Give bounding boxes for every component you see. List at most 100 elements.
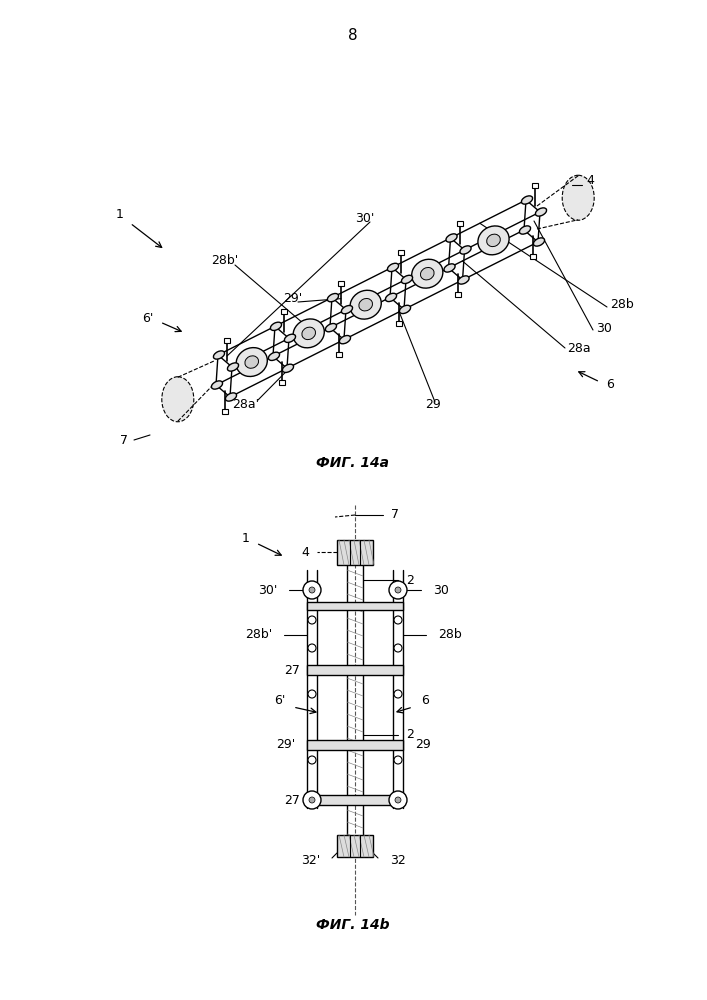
Circle shape <box>395 797 401 803</box>
Text: ФИГ. 14b: ФИГ. 14b <box>316 918 390 932</box>
Ellipse shape <box>270 322 281 330</box>
Ellipse shape <box>211 381 223 389</box>
Ellipse shape <box>486 234 501 247</box>
Bar <box>279 380 285 385</box>
Ellipse shape <box>533 238 544 246</box>
Text: 32: 32 <box>390 854 406 866</box>
Ellipse shape <box>269 352 279 360</box>
Circle shape <box>308 756 316 764</box>
Text: 30': 30' <box>356 212 375 225</box>
Ellipse shape <box>385 293 397 302</box>
Circle shape <box>394 756 402 764</box>
Text: ФИГ. 14a: ФИГ. 14a <box>317 456 390 470</box>
Bar <box>307 795 403 805</box>
Text: 4: 4 <box>586 174 594 186</box>
Ellipse shape <box>341 306 353 314</box>
Text: 4: 4 <box>301 546 309 558</box>
Text: 32': 32' <box>300 854 320 866</box>
Text: 2: 2 <box>406 728 414 742</box>
Text: 29': 29' <box>276 738 295 752</box>
Circle shape <box>395 587 401 593</box>
Ellipse shape <box>535 208 547 216</box>
Text: 6': 6' <box>274 694 286 706</box>
Ellipse shape <box>446 234 457 242</box>
Bar <box>336 352 342 357</box>
Ellipse shape <box>282 364 293 372</box>
Text: 1: 1 <box>242 532 250 544</box>
Text: 30: 30 <box>433 584 449 596</box>
Bar <box>532 183 538 188</box>
Circle shape <box>394 690 402 698</box>
Text: 2: 2 <box>406 574 414 586</box>
Text: 28a': 28a' <box>233 398 259 412</box>
Bar <box>307 665 403 675</box>
Circle shape <box>389 581 407 599</box>
Bar <box>337 540 373 565</box>
Bar <box>281 309 287 314</box>
Text: 7: 7 <box>391 508 399 522</box>
Text: 7: 7 <box>120 434 128 446</box>
Bar <box>455 292 460 297</box>
Ellipse shape <box>327 294 339 302</box>
Ellipse shape <box>522 196 532 204</box>
Text: 1: 1 <box>116 209 124 222</box>
Text: 28b': 28b' <box>245 629 272 642</box>
Text: 28b: 28b <box>610 298 633 312</box>
Text: 30': 30' <box>257 584 277 596</box>
Text: 28a: 28a <box>567 342 590 355</box>
Ellipse shape <box>226 393 237 401</box>
Ellipse shape <box>421 267 434 280</box>
Text: 6: 6 <box>421 694 429 706</box>
Text: 6': 6' <box>142 312 153 324</box>
Bar <box>530 254 536 259</box>
Ellipse shape <box>293 319 325 348</box>
Circle shape <box>394 616 402 624</box>
Ellipse shape <box>359 298 373 311</box>
Bar <box>398 250 404 255</box>
Text: 28b: 28b <box>438 629 462 642</box>
Bar <box>222 409 228 414</box>
Text: 8: 8 <box>348 27 358 42</box>
Ellipse shape <box>284 334 296 342</box>
Ellipse shape <box>325 324 337 332</box>
Ellipse shape <box>520 226 530 234</box>
Circle shape <box>389 791 407 809</box>
Text: 27: 27 <box>284 664 300 676</box>
Bar <box>224 338 230 343</box>
Ellipse shape <box>444 264 455 272</box>
Ellipse shape <box>236 348 267 376</box>
Circle shape <box>303 581 321 599</box>
Text: 29: 29 <box>425 398 441 412</box>
Bar <box>338 281 344 286</box>
Bar <box>396 321 402 326</box>
Circle shape <box>309 797 315 803</box>
Circle shape <box>308 616 316 624</box>
Ellipse shape <box>245 356 259 368</box>
Ellipse shape <box>478 226 509 255</box>
Text: 30: 30 <box>596 322 612 334</box>
Bar <box>457 221 462 226</box>
Ellipse shape <box>460 246 471 254</box>
Circle shape <box>308 690 316 698</box>
Text: 27: 27 <box>284 794 300 806</box>
Ellipse shape <box>387 263 399 272</box>
Circle shape <box>309 587 315 593</box>
Circle shape <box>303 791 321 809</box>
Text: 29: 29 <box>415 738 431 752</box>
Ellipse shape <box>562 175 594 220</box>
Ellipse shape <box>399 305 411 314</box>
Ellipse shape <box>214 351 225 359</box>
Ellipse shape <box>350 290 381 319</box>
Ellipse shape <box>458 276 469 284</box>
Text: 28b': 28b' <box>211 253 239 266</box>
Ellipse shape <box>411 259 443 288</box>
Text: 6: 6 <box>606 378 614 391</box>
Ellipse shape <box>228 363 238 371</box>
Ellipse shape <box>339 336 351 344</box>
Circle shape <box>308 644 316 652</box>
Bar <box>337 835 373 857</box>
Ellipse shape <box>162 377 194 422</box>
Circle shape <box>394 644 402 652</box>
Ellipse shape <box>402 275 413 284</box>
Text: 29': 29' <box>284 292 303 304</box>
